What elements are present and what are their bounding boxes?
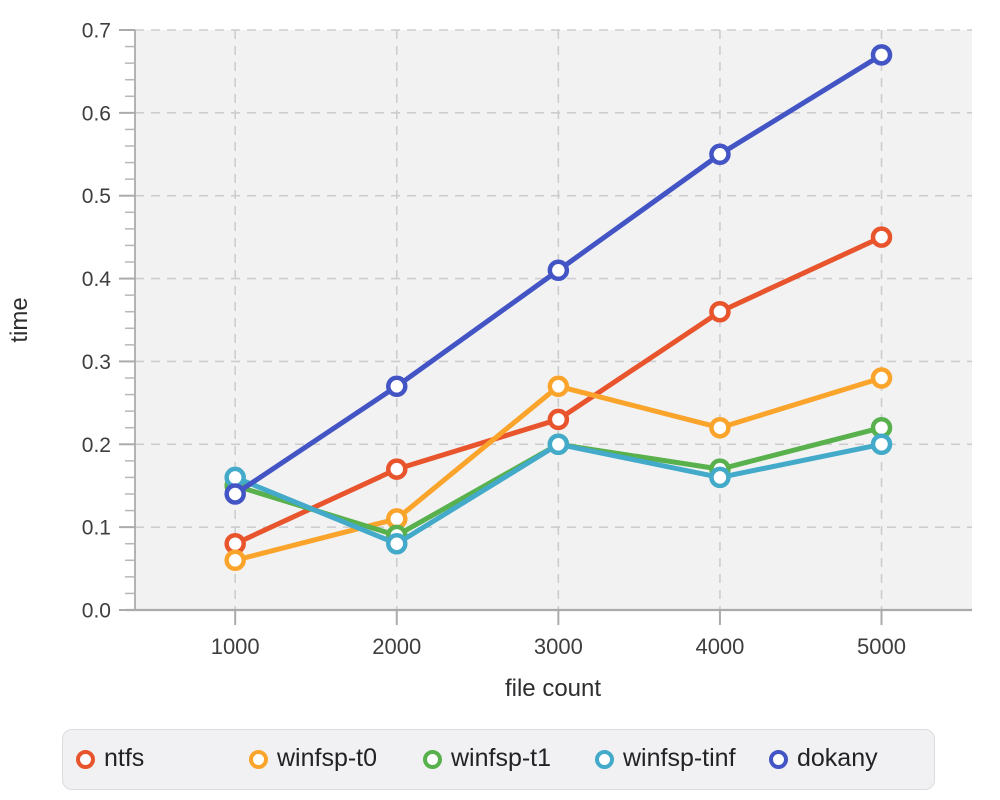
marker-winfsp-t0-3000 (547, 375, 570, 398)
marker-winfsp-t0-4000 (709, 416, 731, 439)
x-axis-title: file count (505, 675, 601, 702)
y-tick-label: 0.5 (82, 185, 111, 208)
legend-item-ntfs[interactable]: ntfs (76, 730, 144, 789)
legend-label-winfsp-tinf: winfsp-tinf (623, 744, 736, 772)
legend-item-winfsp-t0[interactable]: winfsp-t0 (249, 730, 377, 789)
plot-background (135, 30, 972, 610)
x-tick-label: 3000 (534, 634, 583, 659)
y-tick-label: 0.3 (82, 351, 111, 374)
y-tick-label: 0.2 (82, 434, 111, 457)
y-tick-label: 0.4 (82, 268, 112, 291)
legend-item-dokany[interactable]: dokany (769, 730, 878, 789)
marker-winfsp-tinf-3000 (547, 433, 570, 456)
marker-dokany-5000 (870, 44, 893, 66)
legend-item-winfsp-t1[interactable]: winfsp-t1 (423, 730, 551, 789)
legend-label-ntfs: ntfs (104, 744, 145, 772)
x-tick-label: 1000 (211, 634, 260, 659)
marker-ntfs-2000 (386, 458, 408, 480)
marker-winfsp-tinf-5000 (870, 433, 893, 456)
legend-marker-ntfs-icon (76, 750, 95, 769)
legend-marker-winfsp-t1-icon (423, 750, 442, 769)
marker-ntfs-5000 (870, 226, 893, 248)
legend-marker-winfsp-t0-icon (249, 750, 268, 769)
y-tick-label: 0.7 (82, 20, 111, 43)
marker-winfsp-t0-1000 (224, 549, 246, 572)
legend-marker-dokany-icon (769, 750, 788, 769)
marker-dokany-1000 (224, 483, 246, 505)
x-tick-label: 4000 (695, 634, 744, 659)
marker-dokany-4000 (709, 143, 731, 166)
x-tick-label: 2000 (372, 634, 421, 659)
legend-label-winfsp-t1: winfsp-t1 (451, 744, 552, 772)
marker-winfsp-t0-5000 (870, 367, 893, 389)
y-axis-title: time (6, 297, 33, 342)
marker-ntfs-4000 (709, 300, 731, 323)
legend-item-winfsp-tinf[interactable]: winfsp-tinf (595, 730, 736, 789)
legend: ntfs winfsp-t0 winfsp-t1 winfsp-tinf dokany (62, 729, 935, 790)
marker-ntfs-3000 (547, 408, 570, 431)
line-chart: 0.0 0.1 0.2 0.3 0.4 0.5 0.6 0.7 1000 2000 3000 4000… (6, 20, 972, 702)
y-tick-label: 0.1 (82, 517, 111, 540)
marker-dokany-2000 (386, 375, 408, 398)
legend-marker-winfsp-tinf-icon (595, 750, 614, 769)
y-tick-label: 0.0 (82, 600, 111, 623)
legend-label-winfsp-t0: winfsp-t0 (277, 744, 378, 772)
marker-winfsp-tinf-2000 (386, 532, 408, 555)
marker-winfsp-tinf-4000 (709, 466, 731, 489)
x-tick-label: 5000 (857, 634, 906, 659)
legend-label-dokany: dokany (797, 744, 878, 772)
y-tick-label: 0.6 (82, 102, 111, 125)
marker-dokany-3000 (547, 259, 570, 282)
